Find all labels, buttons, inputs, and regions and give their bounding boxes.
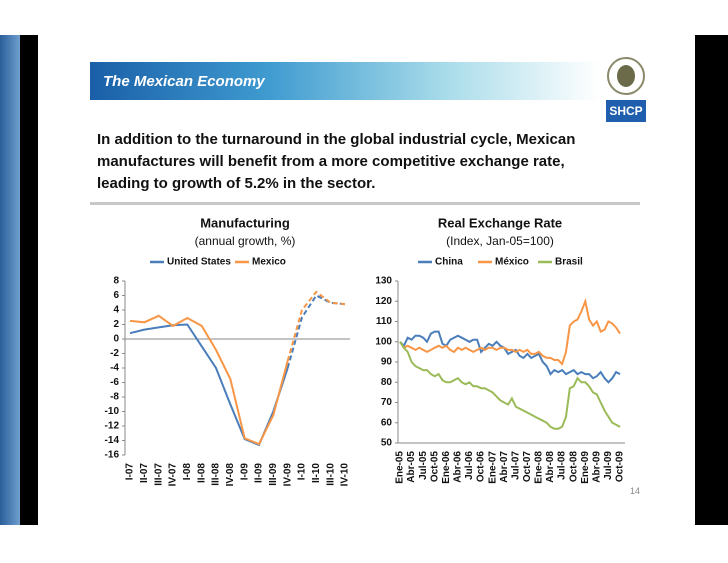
x-tick-label: Oct-09 bbox=[615, 451, 626, 483]
x-tick-label: I-07 bbox=[125, 463, 136, 481]
chart-subtitle: (annual growth, %) bbox=[195, 234, 296, 248]
data-line bbox=[399, 297, 621, 366]
data-line bbox=[129, 323, 289, 447]
separator bbox=[90, 202, 640, 205]
x-tick-label: Abr-09 bbox=[591, 451, 602, 483]
x-tick-label: Ene-08 bbox=[534, 451, 545, 484]
data-line bbox=[286, 290, 346, 362]
x-tick-label: Jul-07 bbox=[510, 451, 521, 480]
x-tick-label: Oct-06 bbox=[476, 451, 487, 483]
side-band bbox=[20, 35, 38, 525]
y-tick-label: 8 bbox=[113, 276, 119, 287]
body-line: In addition to the turnaround in the glo… bbox=[97, 131, 576, 148]
data-line bbox=[129, 314, 289, 446]
chart-subtitle: (Index, Jan-05=100) bbox=[446, 234, 554, 248]
x-tick-label: Oct-07 bbox=[522, 451, 533, 483]
y-tick-label: 120 bbox=[375, 296, 392, 307]
x-tick-label: III-10 bbox=[325, 463, 336, 486]
x-tick-label: III-08 bbox=[211, 463, 222, 486]
x-tick-label: I-10 bbox=[297, 463, 308, 481]
header-title: The Mexican Economy bbox=[103, 73, 265, 90]
x-tick-label: II-08 bbox=[196, 463, 207, 483]
y-tick-label: 6 bbox=[113, 290, 119, 301]
x-tick-label: IV-08 bbox=[225, 463, 236, 487]
chart-title: Real Exchange Rate bbox=[438, 215, 562, 230]
side-band bbox=[0, 35, 20, 525]
x-tick-label: IV-07 bbox=[168, 463, 179, 487]
logo-emblem bbox=[607, 57, 645, 95]
x-tick-label: IV-10 bbox=[340, 463, 351, 487]
emblem-ring bbox=[607, 57, 645, 95]
y-tick-label: -14 bbox=[105, 435, 120, 446]
x-tick-label: Ene-06 bbox=[441, 451, 452, 484]
x-tick-label: I-09 bbox=[239, 463, 250, 481]
x-tick-label: III-07 bbox=[153, 463, 164, 486]
x-tick-label: Jul-09 bbox=[603, 451, 614, 480]
x-tick-label: Abr-06 bbox=[453, 451, 464, 483]
y-tick-label: 60 bbox=[381, 417, 393, 428]
y-tick-label: -6 bbox=[110, 377, 119, 388]
data-line bbox=[399, 341, 621, 430]
x-tick-label: III-09 bbox=[268, 463, 279, 486]
y-tick-label: 0 bbox=[113, 334, 119, 345]
x-tick-label: IV-09 bbox=[282, 463, 293, 487]
x-tick-label: Ene-09 bbox=[580, 451, 591, 484]
x-tick-label: Ene-05 bbox=[395, 451, 406, 484]
x-tick-label: Jul-08 bbox=[557, 451, 568, 480]
y-tick-label: -4 bbox=[110, 363, 119, 374]
y-tick-label: -2 bbox=[110, 348, 119, 359]
body-text: In addition to the turnaround in the glo… bbox=[97, 129, 637, 195]
x-tick-label: Abr-08 bbox=[545, 451, 556, 483]
chart-title: Manufacturing bbox=[200, 215, 290, 230]
legend-label: China bbox=[435, 257, 463, 268]
x-tick-label: II-10 bbox=[311, 463, 322, 483]
y-tick-label: 2 bbox=[113, 319, 119, 330]
x-tick-label: II-07 bbox=[139, 463, 150, 483]
y-tick-label: 4 bbox=[113, 305, 119, 316]
logo: SHCP bbox=[606, 100, 646, 122]
y-tick-label: 110 bbox=[376, 316, 393, 327]
legend-label: United States bbox=[167, 257, 231, 268]
data-line bbox=[399, 330, 621, 384]
x-tick-label: Oct-05 bbox=[429, 451, 440, 483]
y-tick-label: -10 bbox=[105, 406, 120, 417]
y-tick-label: -16 bbox=[105, 450, 120, 461]
header-bar: The Mexican Economy bbox=[90, 62, 600, 100]
legend-label: Mexico bbox=[252, 257, 286, 268]
x-tick-label: Abr-07 bbox=[499, 451, 510, 483]
y-tick-label: 50 bbox=[381, 438, 393, 449]
x-tick-label: Jul-06 bbox=[464, 451, 475, 480]
y-tick-label: 100 bbox=[375, 336, 392, 347]
side-band bbox=[695, 35, 728, 525]
y-tick-label: 90 bbox=[381, 357, 393, 368]
y-tick-label: -8 bbox=[110, 392, 119, 403]
y-tick-label: 80 bbox=[381, 377, 393, 388]
y-tick-label: 130 bbox=[375, 276, 392, 287]
data-line bbox=[286, 294, 346, 369]
x-tick-label: II-09 bbox=[254, 463, 265, 483]
page-number: 14 bbox=[630, 486, 641, 496]
emblem-eagle bbox=[617, 65, 635, 87]
y-tick-label: 70 bbox=[381, 397, 393, 408]
x-tick-label: I-08 bbox=[182, 463, 193, 481]
x-tick-label: Abr-05 bbox=[406, 451, 417, 483]
x-tick-label: Jul-05 bbox=[418, 451, 429, 480]
body-line: manufactures will benefit from a more co… bbox=[97, 153, 565, 170]
legend-label: Brasil bbox=[555, 257, 583, 268]
x-tick-label: Ene-07 bbox=[487, 451, 498, 484]
legend-label: México bbox=[495, 257, 529, 268]
x-tick-label: Oct-08 bbox=[568, 451, 579, 483]
body-line: leading to growth of 5.2% in the sector. bbox=[97, 175, 376, 192]
y-tick-label: -12 bbox=[105, 421, 120, 432]
